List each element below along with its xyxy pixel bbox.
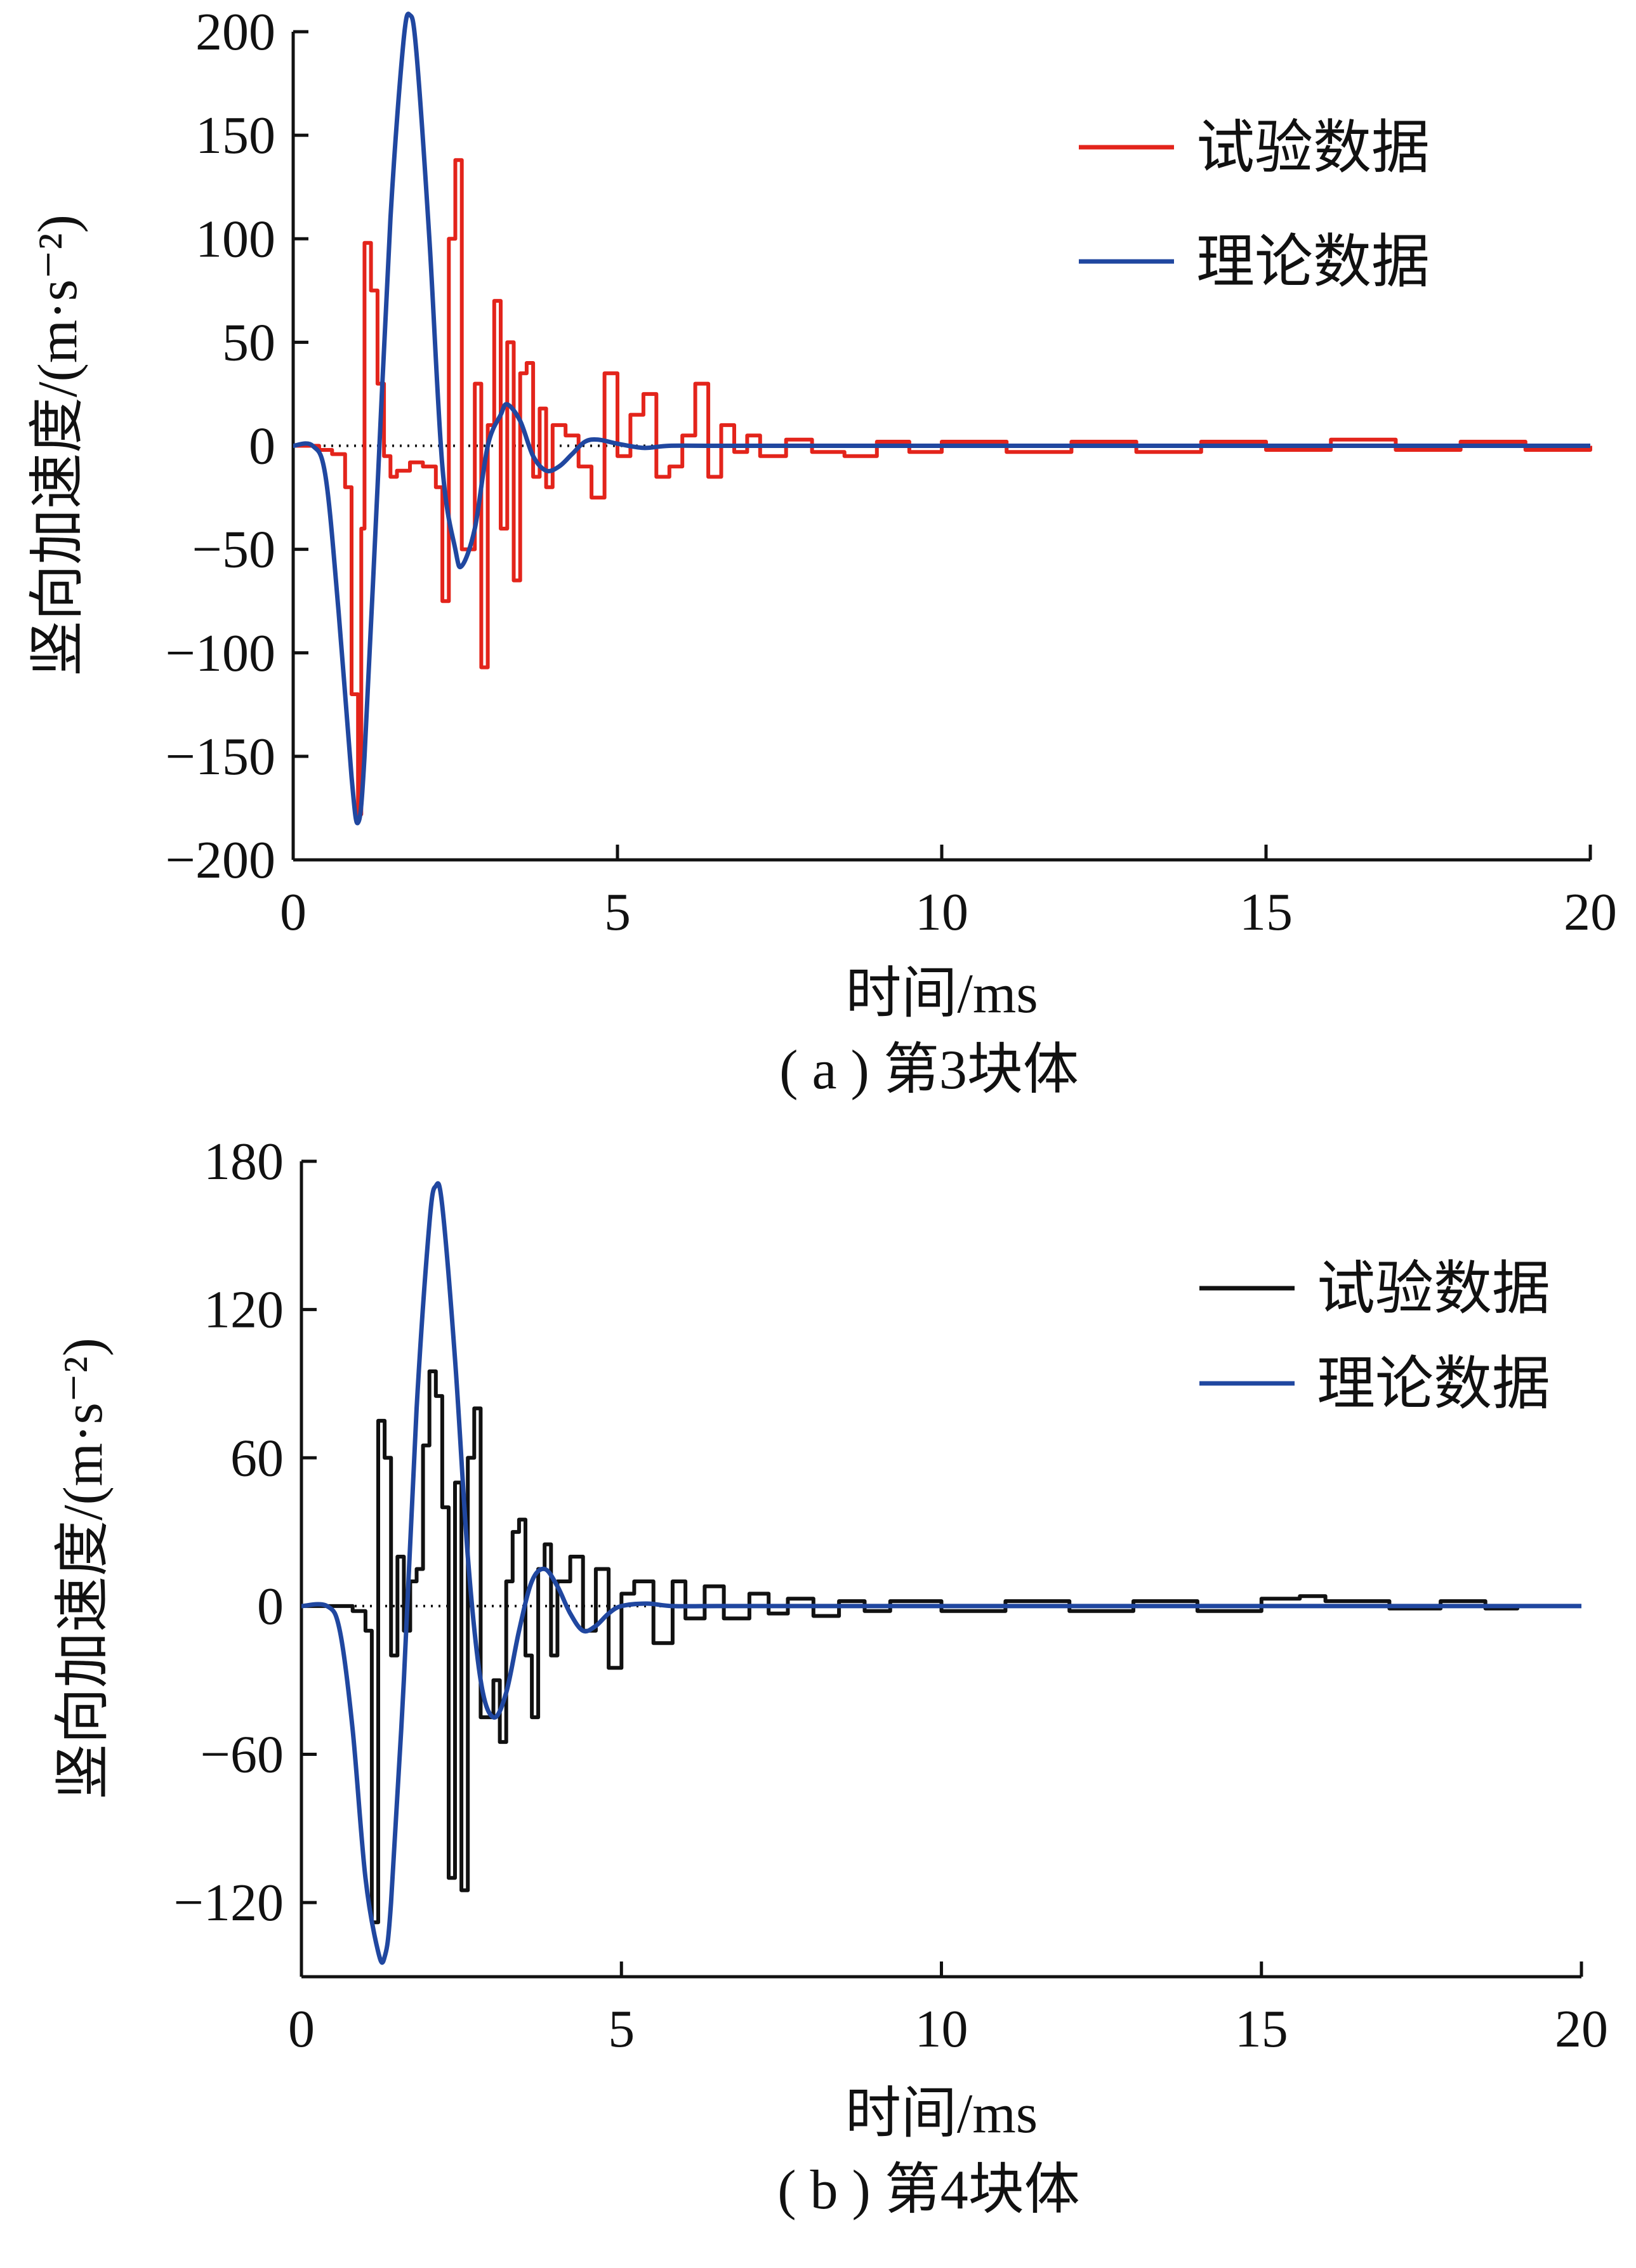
y-tick-label: 100 [195,209,275,268]
y-tick-label: −100 [166,624,275,683]
y-tick-label: 200 [195,3,275,62]
series-line-theoretical [293,11,1590,826]
legend-label: 理论数据 [1317,1352,1550,1416]
panel-caption: ( a ) 第3块体 [779,1039,1079,1101]
x-tick-label: 20 [1564,883,1617,942]
x-axis-title: 时间/ms [845,2083,1038,2145]
x-tick-label: 15 [1239,883,1293,942]
legend-label: 试验数据 [1317,1256,1550,1321]
x-tick-label: 5 [608,2000,635,2059]
y-tick-label: 150 [195,106,275,165]
y-tick-label: −60 [201,1725,284,1784]
y-tick-label: −50 [192,520,275,579]
legend-label: 理论数据 [1196,230,1430,294]
y-tick-label: −200 [166,831,275,890]
y-tick-label: 120 [204,1281,284,1340]
y-tick-label: 180 [204,1132,284,1191]
series-line-experimental [293,158,1592,817]
x-tick-label: 0 [288,2000,315,2059]
x-tick-label: 20 [1555,2000,1608,2059]
x-tick-label: 5 [604,883,631,942]
panel-caption: ( b ) 第4块体 [777,2159,1080,2221]
y-axis-title: 竖向加速度/(m·s⁻²) [53,1338,114,1800]
x-tick-label: 15 [1235,2000,1288,2059]
x-axis-title: 时间/ms [845,963,1038,1025]
y-axis-title: 竖向加速度/(m·s⁻²) [27,214,89,676]
x-tick-label: 0 [280,883,307,942]
y-tick-label: 50 [222,313,275,372]
chart-panel-a: −200 −150 −100 −50 0 50 100 150 200 0 5 10 15 20 试验数据理… [27,3,1617,1101]
y-tick-label: 0 [249,417,275,476]
y-tick-label: −150 [166,727,275,786]
y-tick-label: 60 [230,1428,284,1487]
y-tick-label: −120 [174,1873,284,1932]
series-line-experimental [301,1369,1581,1925]
legend-label: 试验数据 [1196,115,1430,180]
x-tick-label: 10 [915,883,968,942]
series-line-theoretical [301,1181,1581,1965]
x-tick-label: 10 [915,2000,968,2059]
y-tick-label: 0 [257,1577,284,1636]
